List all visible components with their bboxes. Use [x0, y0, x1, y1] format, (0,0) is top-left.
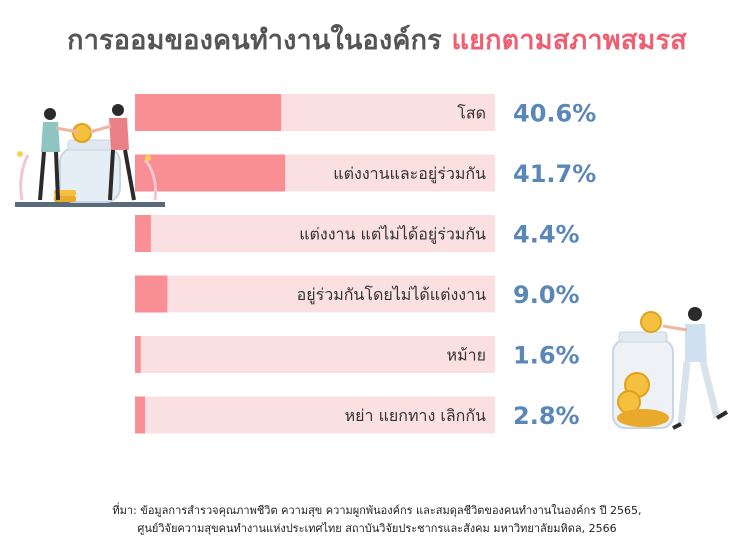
coin-jar-illustration [612, 307, 729, 430]
category-label: หย่า แยกทาง เลิกกัน [345, 406, 486, 425]
title-main: การออมของคนทำงานในองค์กร [67, 25, 442, 56]
category-label: แต่งงาน แต่ไม่ได้อยู่ร่วมกัน [299, 225, 486, 245]
value-label: 40.6% [513, 100, 596, 128]
value-label: 41.7% [513, 160, 596, 188]
bar [135, 275, 168, 313]
bar [135, 94, 282, 131]
category-label: หม้าย [447, 346, 486, 365]
bar [135, 336, 141, 373]
source-line-1: ที่มา: ข้อมูลการสำรวจคุณภาพชีวิต ความสุข… [112, 504, 642, 517]
bar [135, 396, 146, 434]
value-label: 9.0% [513, 281, 580, 309]
chart-title: การออมของคนทำงานในองค์กร แยกตามสภาพสมรส [0, 18, 754, 61]
bar [135, 154, 286, 192]
title-accent: แยกตามสภาพสมรส [451, 25, 687, 56]
source-line-2: ศูนย์วิจัยความสุขคนทำงานแห่งประเทศไทย สถ… [137, 522, 617, 535]
bar-track [135, 275, 495, 313]
source-note: ที่มา: ข้อมูลการสำรวจคุณภาพชีวิต ความสุข… [0, 502, 754, 538]
bar-track [135, 215, 495, 252]
bar-track [135, 336, 495, 373]
value-label: 1.6% [513, 342, 580, 370]
category-label: แต่งงานและอยู่ร่วมกัน [333, 164, 486, 184]
category-label: โสด [457, 104, 486, 123]
saving-couple-illustration [15, 104, 165, 207]
bar [135, 215, 151, 252]
bar-track [135, 396, 495, 434]
value-label: 2.8% [513, 402, 580, 430]
category-label: อยู่ร่วมกันโดยไม่ได้แต่งงาน [297, 285, 486, 305]
value-label: 4.4% [513, 221, 580, 249]
